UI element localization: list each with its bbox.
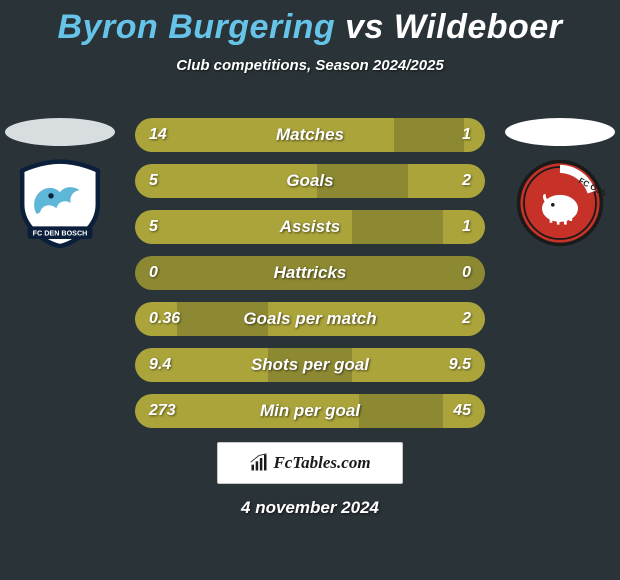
bar-label: Hattricks [135,256,485,290]
bar-label: Assists [135,210,485,244]
bar-value-right: 1 [462,210,471,244]
den-bosch-crest-icon: FC DEN BOSCH [15,158,105,248]
bar-label: Min per goal [135,394,485,428]
fctables-text: FcTables.com [273,453,370,473]
page-title: Byron Burgering vs Wildeboer [0,0,620,47]
bar-value-right: 2 [462,302,471,336]
team-right-crest: FC OSS [515,158,605,248]
player2-name: Wildeboer [394,8,563,46]
team-left-crest: FC DEN BOSCH [15,158,105,248]
bar-value-right: 45 [453,394,471,428]
bar-label: Matches [135,118,485,152]
subtitle: Club competitions, Season 2024/2025 [0,57,620,74]
bar-value-right: 0 [462,256,471,290]
comparison-bars: 14 Matches 1 5 Goals 2 5 Assists 1 0 Hat… [135,118,485,440]
chart-bars-icon [249,453,269,473]
bar-row-assists: 5 Assists 1 [135,210,485,244]
team-right-column: FC OSS [500,118,620,248]
bar-row-goals-per-match: 0.36 Goals per match 2 [135,302,485,336]
fctables-logo: FcTables.com [217,442,403,484]
team-left-column: FC DEN BOSCH [0,118,120,248]
svg-text:FC DEN BOSCH: FC DEN BOSCH [33,228,88,237]
bar-label: Shots per goal [135,348,485,382]
fc-oss-crest-icon: FC OSS [515,158,605,248]
bar-value-right: 9.5 [449,348,471,382]
team-left-ellipse [5,118,115,146]
bar-label: Goals per match [135,302,485,336]
bar-value-right: 1 [462,118,471,152]
bar-row-hattricks: 0 Hattricks 0 [135,256,485,290]
bar-row-min-per-goal: 273 Min per goal 45 [135,394,485,428]
footer-date: 4 november 2024 [0,498,620,518]
bar-value-right: 2 [462,164,471,198]
team-right-ellipse [505,118,615,146]
bar-row-shots-per-goal: 9.4 Shots per goal 9.5 [135,348,485,382]
player1-name: Byron Burgering [58,8,336,46]
bar-label: Goals [135,164,485,198]
bar-row-goals: 5 Goals 2 [135,164,485,198]
vs-text: vs [345,8,384,46]
bar-row-matches: 14 Matches 1 [135,118,485,152]
